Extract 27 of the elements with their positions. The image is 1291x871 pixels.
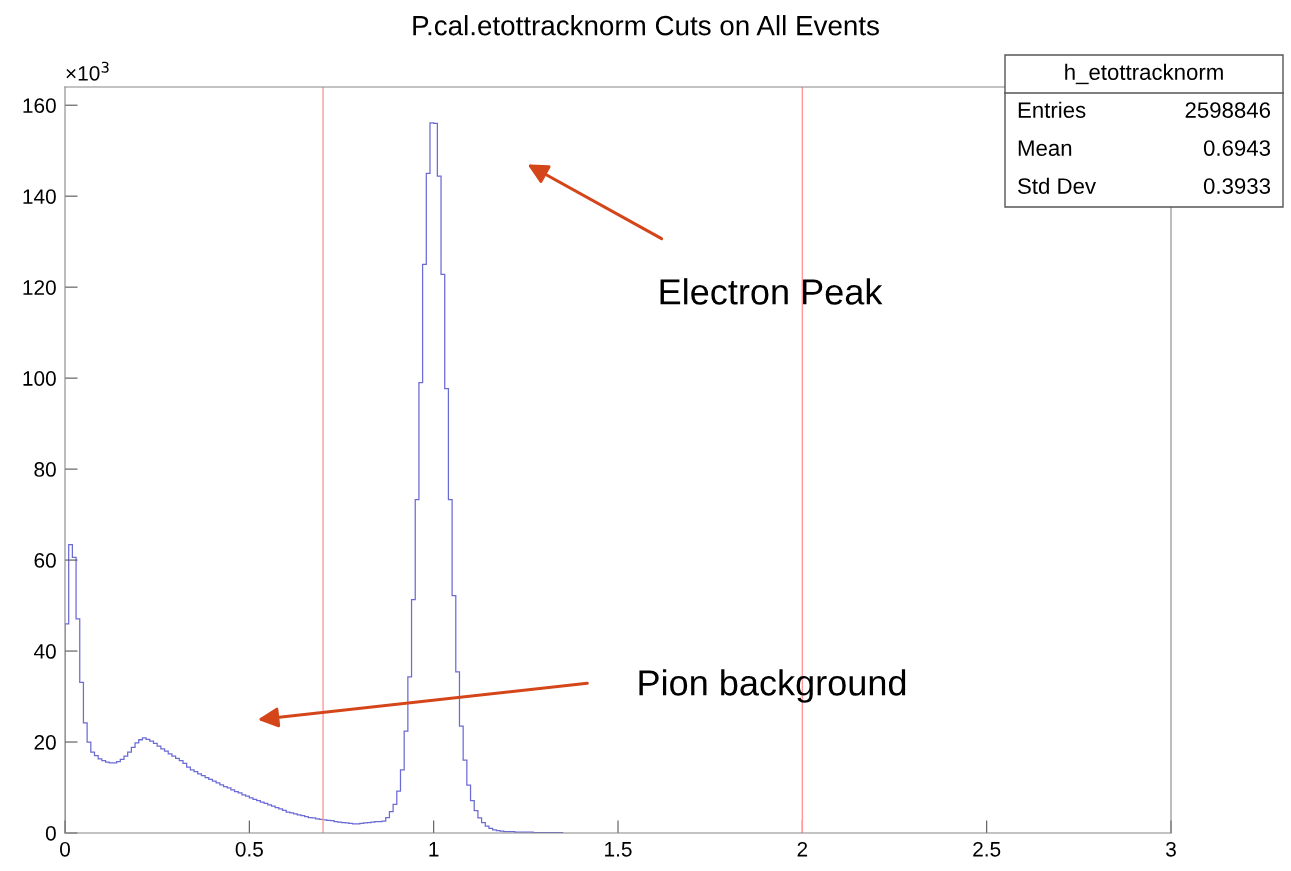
y-tick-label: 140 (23, 189, 56, 204)
x-tick-label: 0 (60, 841, 70, 857)
y-tick-label: 120 (23, 280, 56, 295)
text: 0.6943 (1203, 140, 1271, 156)
y-tick-label: 0 (45, 826, 56, 841)
annotation: Mean (1018, 140, 1072, 156)
x-tick-label: 2 (797, 841, 808, 857)
x-tick-label: 2.5 (973, 841, 1001, 857)
text: h_etottracknorm (1065, 63, 1223, 85)
annotation: Entries (1018, 101, 1086, 118)
text: 2598846 (1185, 102, 1271, 118)
annotation: Std Dev (1018, 177, 1096, 194)
annotation: Pion background (639, 669, 906, 703)
x-tick-label: 3 (1166, 841, 1176, 857)
x-tick-label: 1 (429, 842, 439, 857)
y-tick-label: 20 (34, 735, 56, 750)
y-tick-label: 100 (23, 371, 56, 386)
y-tick-label: 60 (34, 553, 56, 568)
text: 0.3933 (1203, 178, 1271, 194)
y-tick-label: 160 (23, 98, 56, 113)
chart-title: P.cal.etottracknorm Cuts on All Events (413, 15, 879, 36)
y-tick-label: 40 (33, 644, 56, 659)
x-tick-label: 1.5 (605, 842, 632, 857)
y-tick-label: 80 (34, 462, 56, 477)
annotation: Electron Peak (660, 278, 883, 305)
text: ×10$^{3}$ (66, 61, 109, 81)
x-tick-label: 0.5 (235, 841, 263, 857)
